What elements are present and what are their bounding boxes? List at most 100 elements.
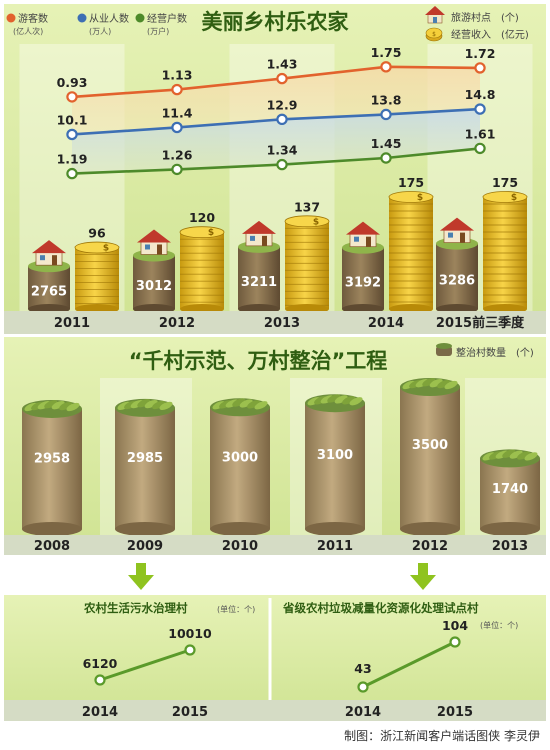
legend-visitors-label: 游客数 xyxy=(18,12,48,25)
line-legend: 游客数 (亿人次) 从业人数 (万人) 经营户数 (万户) xyxy=(6,12,187,36)
sewage-year-label: 2015 xyxy=(172,705,208,720)
year-label: 2010 xyxy=(222,539,258,554)
legend-households-unit: (万户) xyxy=(147,26,169,36)
bar-revenue: $ xyxy=(179,226,225,314)
section1-year-axis xyxy=(4,311,546,334)
data-point-employees xyxy=(380,108,392,121)
data-point-employees xyxy=(276,113,288,126)
year-label: 2011 xyxy=(54,316,90,331)
garbage-point xyxy=(449,636,461,648)
credit-text: 制图：浙江新闻客户端话图侠 李灵伊 xyxy=(344,728,540,743)
data-label-households: 1.61 xyxy=(465,126,496,141)
year-label: 2009 xyxy=(127,539,163,554)
bar-label-tourist-village: 3286 xyxy=(439,273,475,288)
data-label-visitors: 1.13 xyxy=(162,68,193,83)
bar-renovated-villages xyxy=(22,399,82,536)
bundle-icon xyxy=(436,343,452,356)
bar-label-renovated-villages: 3000 xyxy=(222,451,258,466)
data-point-households xyxy=(171,163,183,176)
legend-visitors: 游客数 (亿人次) xyxy=(6,12,48,36)
data-point-visitors xyxy=(380,61,392,73)
garbage-value-label: 43 xyxy=(354,661,371,676)
house-icon xyxy=(440,217,474,243)
sewage-point xyxy=(184,644,196,656)
house-icon xyxy=(32,240,66,266)
house-icon xyxy=(242,220,276,247)
legend-tourist-village: 旅游村点 (个) xyxy=(425,6,519,24)
year-label: 2008 xyxy=(34,539,70,554)
data-point-employees xyxy=(66,128,78,141)
svg-text:$: $ xyxy=(432,31,436,38)
section2-year-axis xyxy=(4,535,546,555)
data-point-households xyxy=(66,167,78,180)
bar-tourist-village xyxy=(133,249,175,314)
data-label-visitors: 0.93 xyxy=(57,75,88,90)
sewage-year-label: 2014 xyxy=(82,705,118,720)
legend-employees-label: 从业人数 xyxy=(89,12,129,25)
bar-label-tourist-village: 3211 xyxy=(241,275,277,290)
legend-employees-marker xyxy=(77,13,87,23)
sewage-title: 农村生活污水治理村 xyxy=(83,601,188,615)
bar-renovated-villages xyxy=(305,394,365,536)
year-label: 2012 xyxy=(412,539,448,554)
data-label-employees: 10.1 xyxy=(57,112,88,127)
sewage-point xyxy=(94,674,106,686)
data-label-employees: 14.8 xyxy=(465,87,496,102)
legend-revenue-unit: (亿元) xyxy=(501,28,529,41)
bar-renovated-villages xyxy=(400,378,460,536)
data-label-employees: 11.4 xyxy=(162,105,193,120)
bar-label-renovated-villages: 1740 xyxy=(492,482,528,497)
bar-revenue: $ xyxy=(388,191,434,314)
bar-label-tourist-village: 3192 xyxy=(345,275,381,290)
legend-visitors-marker xyxy=(6,13,16,23)
data-label-employees: 13.8 xyxy=(371,92,402,107)
bar-label-renovated-villages: 2985 xyxy=(127,451,163,466)
data-label-visitors: 1.43 xyxy=(267,57,298,72)
legend-revenue: $ 经营收入 (亿元) xyxy=(425,27,529,42)
line-chart: 0.93 1.13 1.43 1.75 1.72 10.1 11.4 12.9 13.8 14.8… xyxy=(57,45,496,180)
garbage-title: 省级农村垃圾减量化资源化处理试点村 xyxy=(282,601,479,615)
dollar-icon: $ xyxy=(313,217,319,227)
legend-tourist-village-unit: (个) xyxy=(501,12,519,24)
legend-households-marker xyxy=(135,13,145,23)
data-label-households: 1.26 xyxy=(162,147,193,162)
garbage-value-label: 104 xyxy=(442,618,468,633)
section2-title: “千村示范、万村整治”工程 xyxy=(129,349,388,373)
legend-employees: 从业人数 (万人) xyxy=(77,12,129,36)
garbage-year-label: 2014 xyxy=(345,705,381,720)
year-label: 2013 xyxy=(492,539,528,554)
dollar-icon: $ xyxy=(417,193,423,203)
legend-renovated-villages: 整治村数量 (个) xyxy=(436,343,534,359)
bar-revenue: $ xyxy=(284,215,330,314)
bar-label-revenue: 137 xyxy=(294,199,320,214)
section2-year-labels: 2008 2009 2010 2011 2012 2013 xyxy=(34,539,528,554)
sewage-line-chart: 6120 2014 10010 2015 xyxy=(82,626,212,720)
band-visitors-employees xyxy=(72,66,480,135)
year-label: 2011 xyxy=(317,539,353,554)
year-label: 2014 xyxy=(368,316,404,331)
legend-households: 经营户数 (万户) xyxy=(135,12,187,36)
data-point-visitors xyxy=(171,83,183,96)
legend-visitors-unit: (亿人次) xyxy=(13,26,43,36)
house-icon xyxy=(346,221,380,248)
down-arrow-left-icon xyxy=(128,563,154,590)
bar-label-renovated-villages: 3100 xyxy=(317,448,353,463)
bar-legend: 旅游村点 (个) $ 经营收入 (亿元) xyxy=(425,6,529,42)
dollar-icon: $ xyxy=(103,244,109,254)
legend-employees-unit: (万人) xyxy=(89,27,111,36)
data-label-households: 1.45 xyxy=(371,136,402,151)
bar-label-renovated-villages: 3500 xyxy=(412,438,448,453)
data-label-visitors: 1.75 xyxy=(371,45,402,60)
data-label-households: 1.34 xyxy=(267,143,298,158)
data-label-employees: 12.9 xyxy=(267,97,298,112)
garbage-point xyxy=(357,681,369,693)
legend-revenue-label: 经营收入 xyxy=(451,28,491,41)
section1-year-labels: 2011 2012 2013 2014 2015前三季度 xyxy=(54,315,525,331)
bar-renovated-villages xyxy=(480,449,540,536)
bar-label-tourist-village: 3012 xyxy=(136,279,172,294)
year-label: 2013 xyxy=(264,316,300,331)
section1-title: 美丽乡村乐农家 xyxy=(202,10,350,34)
year-label: 2015前三季度 xyxy=(436,315,525,331)
renovation-bar-chart: 2958 2985 3000 3100 3500 1740 xyxy=(22,378,540,536)
